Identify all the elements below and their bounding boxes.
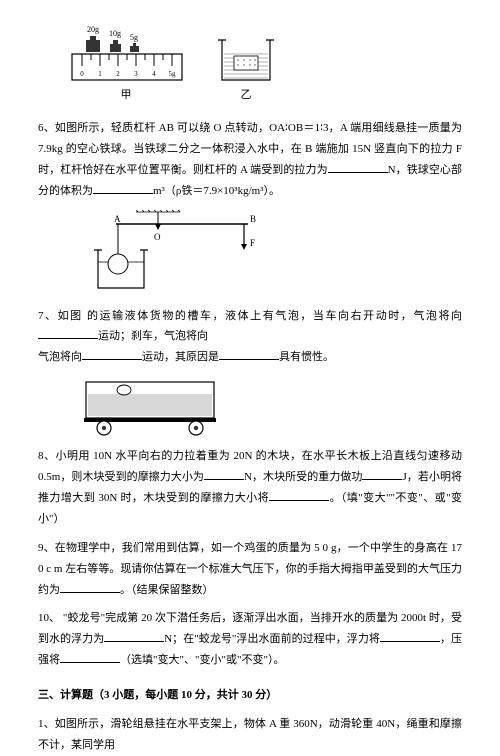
q10-text-4: （选填"变大"、"变小"或"不变"）。 xyxy=(120,654,284,666)
figure-lever: A B O F xyxy=(88,210,462,296)
q8-blank-1 xyxy=(204,468,244,480)
beaker-svg: 乙 xyxy=(214,18,284,108)
q7-blank-2 xyxy=(82,348,142,360)
q8-blank-3 xyxy=(269,489,329,501)
q7-text-3: 运动，其原因是 xyxy=(142,351,219,363)
q10-blank-1 xyxy=(104,630,164,642)
q7-blank-3 xyxy=(219,348,279,360)
q10-blank-2 xyxy=(380,630,440,642)
q7-blank-1 xyxy=(38,327,98,339)
q6-text-3: m³（ρ铁＝7.9×10³kg/m³）。 xyxy=(153,185,280,197)
q6-blank-1 xyxy=(328,161,388,173)
svg-text:2: 2 xyxy=(116,70,120,78)
calc-question-1: 1、如图所示，滑轮组悬挂在水平支架上，物体 A 重 360N，动滑轮重 40N，… xyxy=(38,714,462,756)
svg-text:5g: 5g xyxy=(169,70,177,78)
beaker-caption: 乙 xyxy=(241,88,252,101)
q9-text-2: 。（结果保留整数） xyxy=(120,584,214,596)
svg-text:1: 1 xyxy=(98,70,102,78)
ruler-svg: 20g 10g 5g 0 1 2 3 4 5g 甲 xyxy=(68,18,198,108)
ruler-caption: 甲 xyxy=(121,89,132,101)
section-3-title: 三、计算题（3 小题，每小题 10 分，共计 30 分） xyxy=(38,685,462,706)
q6-blank-2 xyxy=(93,182,153,194)
question-6: 6、如图所示，轻质杠杆 AB 可以绕 O 点转动，OA∶OB＝1∶3，A 端用细… xyxy=(38,118,462,202)
lever-O: O xyxy=(154,232,161,242)
figure-ruler-beaker: 20g 10g 5g 0 1 2 3 4 5g 甲 xyxy=(68,18,462,108)
q9-blank-1 xyxy=(60,581,120,593)
weight-label-2: 10g xyxy=(109,29,121,38)
weight-label-3: 5g xyxy=(130,33,138,42)
weight-label-1: 20g xyxy=(87,25,99,34)
q8-blank-2 xyxy=(362,468,402,480)
question-9: 9、在物理学中，我们常用到估算，如一个鸡蛋的质量为 5 0 g，一个中学生的身高… xyxy=(38,538,462,601)
q8-text-2: N，木块所受的重力做功 xyxy=(244,471,362,483)
q7-text-2: 运动；刹车，气泡将向 xyxy=(98,330,208,342)
q10-blank-3 xyxy=(60,651,120,663)
q7-cont: 气泡将向 xyxy=(38,351,82,363)
q7-text-1: 7、如图 的运输液体货物的槽车，液体上有气泡，当车向右开动时，气泡将向 xyxy=(38,310,462,322)
lever-F: F xyxy=(250,238,255,248)
lever-A: A xyxy=(114,214,121,224)
question-10: 10、 "蛟龙号"完成第 20 次下潜任务后，逐渐浮出水面，当排开水的质量为 2… xyxy=(38,608,462,671)
lever-svg: A B O F xyxy=(88,210,258,296)
calc-q1-text: 1、如图所示，滑轮组悬挂在水平支架上，物体 A 重 360N，动滑轮重 40N，… xyxy=(38,718,462,751)
question-8: 8、小明用 10N 水平向右的力拉着重为 20N 的木块，在水平长木板上沿直线匀… xyxy=(38,446,462,530)
q7-text-4: 具有惯性。 xyxy=(279,351,334,363)
svg-text:0: 0 xyxy=(80,70,84,78)
svg-text:3: 3 xyxy=(134,70,138,78)
lever-B: B xyxy=(250,214,256,224)
figure-tank xyxy=(78,376,462,436)
svg-text:4: 4 xyxy=(152,70,156,78)
question-7: 7、如图 的运输液体货物的槽车，液体上有气泡，当车向右开动时，气泡将向运动；刹车… xyxy=(38,306,462,369)
q10-text-2: N；在"蛟龙号"浮出水面前的过程中，浮力将 xyxy=(164,633,380,645)
tank-svg xyxy=(78,376,228,436)
